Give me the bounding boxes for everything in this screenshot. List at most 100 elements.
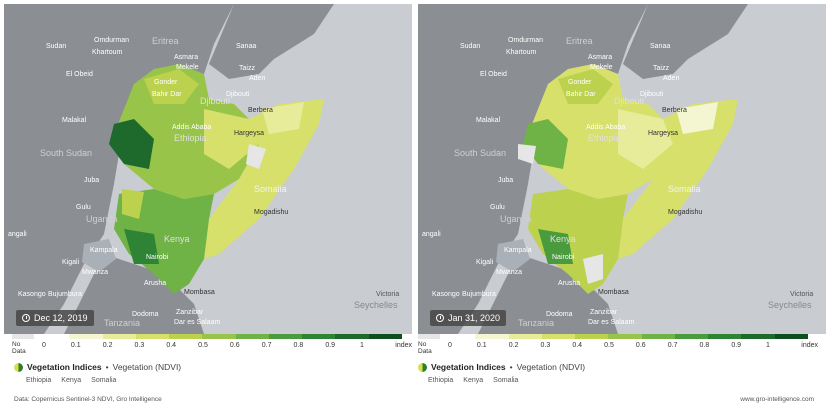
scale-tick: 0.8 xyxy=(699,342,710,349)
date-badge-left[interactable]: Dec 12, 2019 xyxy=(16,310,94,326)
label-south-sudan: South Sudan xyxy=(40,148,92,158)
scale-step xyxy=(508,334,542,339)
region-somaliland xyxy=(676,102,718,134)
label-malakal: Malakal xyxy=(62,117,87,124)
map-view-left[interactable]: Sudan Omdurman Khartoum El Obeid Malakal… xyxy=(4,4,412,334)
scale-tick: 0.4 xyxy=(166,342,177,349)
label-khartoum: Khartoum xyxy=(506,49,537,56)
region-kenya-north xyxy=(122,189,144,219)
label-zanzibar: Zanzibar xyxy=(590,309,618,316)
scale-step xyxy=(368,334,402,339)
label-seychelles: Seychelles xyxy=(768,300,812,310)
legend-right: No Data index 0 0.1 0.2 0.3 0.4 0.5 0.6 0.7 0.8 0… xyxy=(418,334,826,360)
map-canvas-left: Sudan Omdurman Khartoum El Obeid Malakal… xyxy=(4,4,412,334)
label-uganda: Uganda xyxy=(86,214,118,224)
label-juba: Juba xyxy=(498,177,513,184)
label-dodoma: Dodoma xyxy=(132,311,159,318)
label-el-obeid: El Obeid xyxy=(66,71,93,78)
label-eritrea: Eritrea xyxy=(566,36,593,46)
label-south-sudan: South Sudan xyxy=(454,148,506,158)
country-kenya[interactable]: Kenya xyxy=(61,377,82,384)
scale-step xyxy=(774,334,808,339)
site-link[interactable]: www.gro-intelligence.com xyxy=(740,396,814,403)
label-berbera: Berbera xyxy=(662,107,687,114)
scale-tick: 0.7 xyxy=(261,342,272,349)
scale-step xyxy=(36,334,70,339)
country-somalia[interactable]: Somalia xyxy=(493,377,519,384)
label-bujumbura: Bujumbura xyxy=(48,291,82,298)
clock-icon xyxy=(436,314,444,322)
label-juba: Juba xyxy=(84,177,99,184)
label-djibouti-country: Djibouti xyxy=(200,96,230,106)
label-taizz: Taizz xyxy=(653,65,669,72)
scale-step xyxy=(302,334,336,339)
scale-tick: 0.2 xyxy=(508,342,519,349)
map-panel-right: Sudan Omdurman Khartoum El Obeid Malakal… xyxy=(418,4,826,334)
scale-step xyxy=(335,334,369,339)
country-somalia[interactable]: Somalia xyxy=(91,377,117,384)
country-ethiopia[interactable]: Ethiopia xyxy=(26,377,52,384)
label-hargeysa: Hargeysa xyxy=(648,130,678,137)
region-ethiopia-north xyxy=(558,69,613,104)
map-canvas-right: Sudan Omdurman Khartoum El Obeid Malakal… xyxy=(418,4,826,334)
scale-step xyxy=(475,334,509,339)
land-tanzania xyxy=(478,254,618,334)
scale-step xyxy=(69,334,103,339)
vegetation-icon xyxy=(418,362,427,372)
scale-tick: 1 xyxy=(360,342,364,349)
label-omdurman: Omdurman xyxy=(94,37,129,44)
label-tanzania: Tanzania xyxy=(518,318,554,328)
region-somaliland xyxy=(262,102,304,134)
scale-tick: 0.6 xyxy=(229,342,240,349)
label-aden: Aden xyxy=(663,75,679,82)
label-addis: Addis Ababa xyxy=(172,124,211,131)
label-mekele: Mekele xyxy=(590,64,613,71)
label-khartoum: Khartoum xyxy=(92,49,123,56)
data-source: Data: Copernicus Sentinel-3 NDVI, Gro In… xyxy=(14,396,162,403)
scale-tick: 0.5 xyxy=(604,342,614,349)
label-sanaa: Sanaa xyxy=(650,43,670,50)
label-dar: Dar es Salaam xyxy=(174,319,220,326)
title-sub: Vegetation (NDVI) xyxy=(516,362,586,372)
label-gonder: Gonder xyxy=(568,79,592,86)
scale-step xyxy=(608,334,642,339)
label-sudan: Sudan xyxy=(460,43,480,50)
label-hargeysa: Hargeysa xyxy=(234,130,264,137)
label-aden: Aden xyxy=(249,75,265,82)
scale-step xyxy=(575,334,609,339)
label-kenya: Kenya xyxy=(164,234,190,244)
scale-tick: 0.9 xyxy=(731,342,742,349)
color-scale xyxy=(442,334,808,339)
lake-victoria xyxy=(82,239,116,272)
scale-step xyxy=(541,334,576,339)
country-list-right: Ethiopia Kenya Somalia xyxy=(428,377,518,384)
region-ethiopia-north xyxy=(144,69,199,104)
region-ethiopia-west xyxy=(109,119,154,169)
label-kasongo: Kasongo xyxy=(432,291,460,298)
label-omdurman: Omdurman xyxy=(508,37,543,44)
color-scale xyxy=(36,334,402,339)
label-dodoma: Dodoma xyxy=(546,311,573,318)
date-badge-right[interactable]: Jan 31, 2020 xyxy=(430,310,507,326)
map-view-right[interactable]: Sudan Omdurman Khartoum El Obeid Malakal… xyxy=(418,4,826,334)
label-angali: angali xyxy=(8,231,27,238)
country-ethiopia[interactable]: Ethiopia xyxy=(428,377,454,384)
scale-tick: 0.4 xyxy=(572,342,583,349)
country-kenya[interactable]: Kenya xyxy=(463,377,484,384)
scale-tick: 0.3 xyxy=(134,342,145,349)
label-asmara: Asmara xyxy=(588,54,612,61)
label-mekele: Mekele xyxy=(176,64,199,71)
label-mwanza: Mwanza xyxy=(82,269,108,276)
scale-tick: 0.1 xyxy=(476,342,487,349)
label-nairobi: Nairobi xyxy=(552,254,575,261)
label-kasongo: Kasongo xyxy=(18,291,46,298)
scale-tick: 0.8 xyxy=(293,342,304,349)
label-kigali: Kigali xyxy=(476,259,494,266)
scale-tick: 0 xyxy=(448,342,452,349)
scale-step xyxy=(235,334,269,339)
scale-step xyxy=(135,334,170,339)
label-mogadishu: Mogadishu xyxy=(668,209,702,216)
scale-tick: 0.2 xyxy=(102,342,113,349)
title-sub: Vegetation (NDVI) xyxy=(112,362,182,372)
scale-step xyxy=(741,334,775,339)
